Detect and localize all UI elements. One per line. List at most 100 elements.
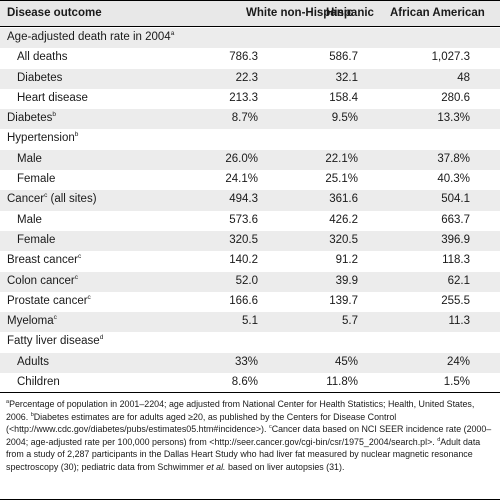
table-row: Diabetes 22.3 32.1 48 [0,68,500,89]
row-label: Adults [17,356,49,368]
cell-white-non-hispanic: 494.3 [229,193,258,206]
table-row: Colon cancerc 52.0 39.9 62.1 [0,271,500,292]
column-header-white-non-hispanic: White non-Hispanic [246,7,354,19]
table-row: Female 24.1% 25.1% 40.3% [0,170,500,190]
cell-hispanic: 320.5 [329,233,358,246]
table-row: Prostate cancerc 166.6 139.7 255.5 [0,292,500,312]
row-label-text: Male [17,213,42,226]
table-row: Female 320.5 320.5 396.9 [0,230,500,252]
table-row: Male 573.6 426.2 663.7 [0,211,500,231]
row-label: Male [17,214,42,226]
row-label-text: Hypertension [7,132,75,145]
cell-african-american: 280.6 [441,91,470,104]
row-label-text: Female [17,173,56,186]
cell-white-non-hispanic: 33% [234,355,258,368]
cell-hispanic: 158.4 [329,91,358,104]
row-label-text: Female [17,233,56,246]
row-label-text: Cancer [7,193,45,206]
cell-white-non-hispanic: 26.0% [225,152,258,165]
cell-white-non-hispanic: 213.3 [229,91,258,104]
row-label: Female [17,173,55,185]
row-label-suffix: (all sites) [47,193,97,206]
cell-african-american: 24% [446,355,470,368]
cell-hispanic: 586.7 [329,51,358,64]
row-label-text: Breast cancer [7,254,78,267]
footnote-marker: c [44,192,48,200]
row-label-text: Myeloma [7,315,54,328]
cell-hispanic: 25.1% [325,173,358,186]
column-header-african-american: African American [390,7,485,19]
cell-hispanic: 426.2 [329,213,358,226]
cell-african-american: 663.7 [441,213,470,226]
row-label-text: All deaths [17,51,68,64]
cell-white-non-hispanic: 320.5 [229,233,258,246]
table-row: Male 26.0% 22.1% 37.8% [0,149,500,171]
footnote-c-text: Cancer data based on NCI SEER incidence … [6,424,492,447]
cell-white-non-hispanic: 22.3 [235,71,258,84]
table-row: Heart disease 213.3 158.4 280.6 [0,89,500,109]
cell-white-non-hispanic: 166.6 [229,294,258,307]
table-row: Myelomac 5.1 5.7 11.3 [0,312,500,333]
footnote-marker: c [53,314,57,322]
row-label-text: Fatty liver disease [7,335,100,348]
footnote-d-end: based on liver autopsies (31). [225,461,345,472]
cell-hispanic: 32.1 [335,71,358,84]
row-label: Hypertensionb [7,132,78,145]
cell-african-american: 1.5% [443,376,470,389]
row-label: Diabetes [17,72,62,84]
table-row: Children 8.6% 11.8% 1.5% [0,373,500,393]
column-header-disease-outcome: Disease outcome [7,7,102,19]
cell-white-non-hispanic: 8.7% [231,112,258,125]
row-label-text: Diabetes [7,112,53,125]
footnote-mark-d: d [437,436,441,443]
cell-hispanic: 5.7 [342,315,358,328]
cell-african-american: 255.5 [441,294,470,307]
table-row: Breast cancerc 140.2 91.2 118.3 [0,251,500,271]
cell-white-non-hispanic: 24.1% [225,173,258,186]
cell-african-american: 62.1 [447,274,470,287]
table-row: All deaths 786.3 586.7 1,027.3 [0,48,500,68]
row-label-text: Prostate cancer [7,294,88,307]
cell-hispanic: 91.2 [335,254,358,267]
table-row: Adults 33% 45% 24% [0,352,500,374]
table-row: Fatty liver diseased [0,332,500,352]
cell-white-non-hispanic: 8.6% [231,376,258,389]
footnote-marker: a [170,30,175,37]
cell-hispanic: 39.9 [335,274,358,287]
table-header: Disease outcome White non-Hispanic Hispa… [0,0,500,27]
footnote-d-text: Adult data from a study of 2,287 partici… [6,436,481,472]
row-label: Myelomac [7,314,57,328]
row-label-text: Heart disease [17,91,88,104]
column-header-hispanic: Hispanic [326,7,374,19]
table-row: Diabetesb 8.7% 9.5% 13.3% [0,109,500,130]
footnote-mark-a: a [6,399,10,405]
row-label: Age-adjusted death rate in 2004a [7,30,175,43]
table-body: Age-adjusted death rate in 2004a All deat… [0,28,500,393]
row-label: Colon cancerc [7,273,79,287]
row-label-text: Adults [17,355,49,368]
footnote-marker: d [99,334,104,342]
row-label: Diabetesb [7,111,56,125]
cell-white-non-hispanic: 786.3 [229,51,258,64]
footnote-marker: c [74,273,79,281]
row-label: Heart disease [17,92,88,104]
table-row: Hypertensionb [0,129,500,149]
row-label: Prostate cancerc [7,293,91,307]
row-label: All deaths [17,51,68,63]
footnote-marker: c [87,293,91,301]
footnote-b-text: Diabetes estimates are for adults aged ≥… [6,411,397,435]
table-footnote: aPercentage of population in 2001–2204; … [0,392,500,500]
row-label-text: Diabetes [17,71,63,84]
row-label-text: Children [17,376,60,389]
table-row: Cancerc (all sites) 494.3 361.6 504.1 [0,190,500,211]
row-label-text: Age-adjusted death rate in 2004 [7,31,171,43]
cell-african-american: 1,027.3 [431,51,470,64]
cell-african-american: 11.3 [448,315,470,328]
table-row: Age-adjusted death rate in 2004a [0,28,500,49]
cell-african-american: 40.3% [437,173,470,186]
cell-african-american: 118.3 [442,254,470,267]
cell-white-non-hispanic: 573.6 [229,213,258,226]
footnote-marker: c [77,253,82,261]
row-label-text: Male [17,152,42,165]
